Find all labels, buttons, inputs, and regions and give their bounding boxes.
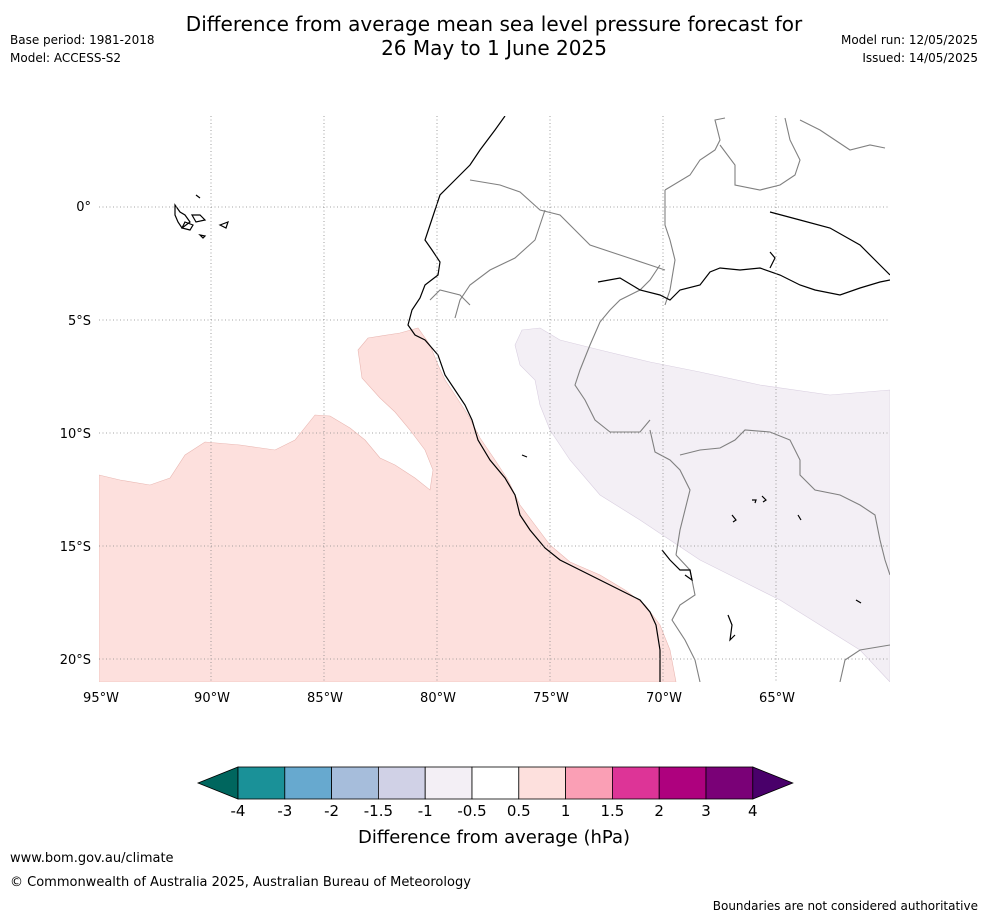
lat-label-5s: 5°S [68, 314, 91, 329]
base-period: Base period: 1981-2018 [10, 33, 155, 47]
meta-right: Model run: 12/05/2025 Issued: 14/05/2025 [841, 31, 978, 67]
lon-label-70w: 70°W [646, 691, 682, 706]
title-line-1: Difference from average mean sea level p… [185, 12, 803, 36]
chart-title: Difference from average mean sea level p… [0, 12, 988, 60]
colorbar-swatch [612, 766, 660, 800]
colorbar-swatch [284, 766, 332, 800]
colorbar-tick-label: -3 [277, 802, 292, 820]
colorbar-tick-label: 2 [654, 802, 664, 820]
colorbar-tick-label: 0.5 [507, 802, 531, 820]
colorbar-swatch [518, 766, 566, 800]
lat-label-20s: 20°S [60, 653, 91, 668]
colorbar-swatch [705, 766, 754, 800]
map-area [99, 116, 890, 682]
colorbar-tick-label: -4 [231, 802, 246, 820]
colorbar-extend-low [196, 766, 239, 800]
footer-disclaimer: Boundaries are not considered authoritat… [712, 899, 978, 913]
colorbar-swatch [565, 766, 613, 800]
colorbar-swatch [658, 766, 707, 800]
colorbar-tick-label: -0.5 [457, 802, 486, 820]
lon-label-75w: 75°W [533, 691, 569, 706]
colorbar-tick-label: 4 [748, 802, 758, 820]
colorbar-tick-label: -2 [324, 802, 339, 820]
colorbar-extend-high [752, 766, 794, 800]
colorbar-swatch [424, 766, 473, 800]
colorbar [196, 766, 794, 800]
lat-label-10s: 10°S [60, 427, 91, 442]
colorbar-tick-label: -1 [418, 802, 433, 820]
lon-label-80w: 80°W [420, 691, 456, 706]
latitude-labels: 0° 5°S 10°S 15°S 20°S [60, 200, 91, 668]
model-run: Model run: 12/05/2025 [840, 33, 978, 47]
lat-label-0: 0° [76, 200, 91, 215]
positive-anomaly-region [99, 327, 677, 682]
colorbar-swatch [377, 766, 426, 800]
lat-label-15s: 15°S [60, 540, 91, 555]
country-borders [429, 117, 890, 682]
colorbar-swatch [237, 766, 286, 800]
negative-anomaly-region [514, 327, 890, 682]
colorbar-swatch [471, 766, 520, 800]
model-name: Model: ACCESS-S2 [10, 51, 122, 65]
title-line-2: 26 May to 1 June 2025 [381, 36, 607, 60]
graticule [99, 116, 890, 682]
colorbar-title: Difference from average (hPa) [358, 827, 630, 848]
lon-label-85w: 85°W [307, 691, 343, 706]
meta-left: Base period: 1981-2018 Model: ACCESS-S2 [10, 31, 155, 67]
issued-date: Issued: 14/05/2025 [862, 51, 978, 65]
colorbar-tick-labels: -4 -3 -2 -1.5 -1 -0.5 0.5 1 1.5 2 3 4 [231, 802, 758, 820]
lon-label-95w: 95°W [83, 691, 119, 706]
lon-label-65w: 65°W [759, 691, 795, 706]
colorbar-tick-label: 3 [701, 802, 711, 820]
footer-url[interactable]: www.bom.gov.au/climate [10, 851, 174, 866]
coastlines [174, 116, 890, 682]
lon-label-90w: 90°W [194, 691, 230, 706]
longitude-labels: 95°W 90°W 85°W 80°W 75°W 70°W 65°W [83, 691, 795, 706]
footer-copyright: © Commonwealth of Australia 2025, Austra… [10, 875, 471, 890]
colorbar-tick-label: 1.5 [600, 802, 624, 820]
colorbar-swatch [331, 766, 379, 800]
colorbar-tick-label: -1.5 [364, 802, 393, 820]
colorbar-tick-label: 1 [561, 802, 571, 820]
